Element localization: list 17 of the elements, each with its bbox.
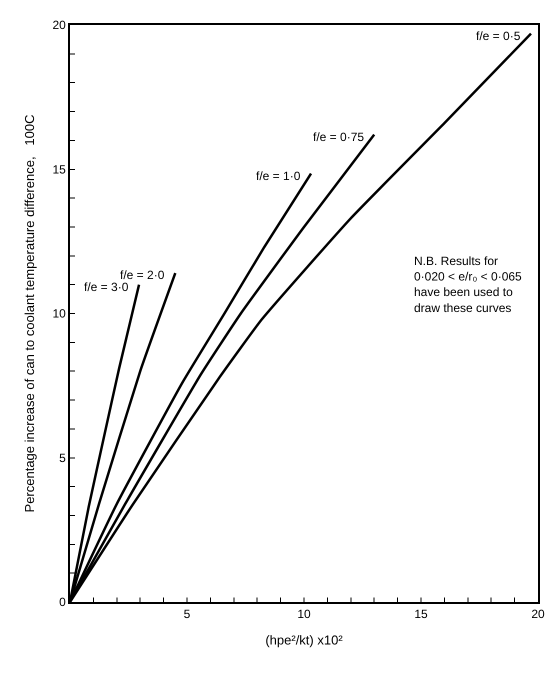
x-tick-label: 5	[184, 607, 191, 622]
annotation: N.B. Results for 0·020 < e/r₀ < 0·065 have been used to draw these curves	[414, 254, 522, 315]
y-tick-label: 20	[52, 18, 66, 32]
series-label: f/e = 0·5	[476, 29, 521, 43]
x-tick-label: 15	[414, 607, 428, 622]
series-label: f/e = 2·0	[120, 268, 165, 282]
x-tick-label: 10	[297, 607, 311, 622]
y-tick-label: 0	[59, 595, 66, 610]
x-axis-title: (hpe²/kt) x10²	[265, 632, 344, 648]
y-tick-label: 10	[52, 306, 66, 321]
y-tick-label: 15	[52, 162, 66, 176]
series-label: f/e = 0·75	[313, 130, 364, 144]
y-axis-title: Percentage increase of can to coolant temperature difference, 100C	[22, 114, 37, 512]
series-label: f/e = 3·0	[84, 280, 129, 294]
series-label: f/e = 1·0	[256, 169, 301, 183]
x-tick-label: 20	[531, 607, 545, 622]
y-tick-label: 5	[59, 450, 66, 465]
